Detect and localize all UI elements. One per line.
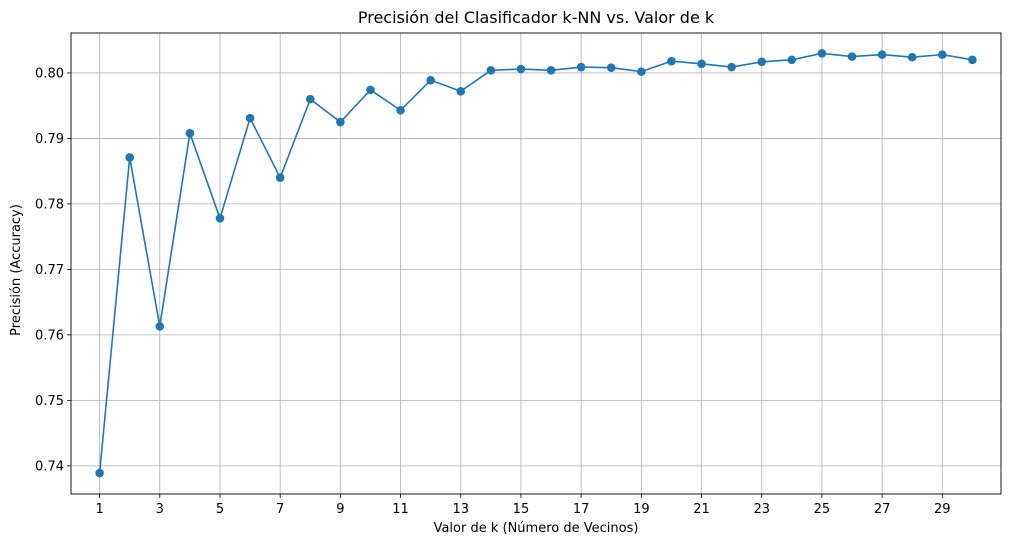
- x-tick-label: 17: [573, 502, 590, 517]
- data-point: [787, 55, 797, 65]
- data-point: [907, 52, 917, 62]
- data-point: [426, 75, 435, 85]
- x-tick-label: 19: [633, 502, 650, 517]
- x-tick-label: 11: [392, 502, 409, 517]
- data-point: [215, 214, 225, 223]
- x-axis-label: Valor de k (Número de Vecinos): [434, 521, 639, 536]
- data-point: [576, 62, 586, 72]
- series-group: [95, 48, 977, 478]
- data-point: [396, 105, 405, 115]
- data-point: [667, 56, 676, 66]
- x-tick-label: 21: [693, 502, 710, 517]
- x-axis-ticks: 1 3 5 7 9 11 13 15 17 19 21 23 25 27 29: [95, 494, 951, 517]
- y-tick-label: 0.80: [35, 66, 64, 81]
- data-point: [125, 153, 134, 162]
- x-tick-label: 27: [874, 502, 891, 517]
- x-tick-label: 25: [814, 502, 831, 517]
- x-tick-label: 3: [156, 502, 164, 517]
- axes-frame: [70, 32, 1002, 495]
- data-point: [185, 128, 195, 138]
- x-tick-label: 13: [452, 502, 469, 517]
- x-tick-label: 7: [276, 502, 284, 517]
- data-point: [637, 67, 646, 76]
- data-point: [245, 113, 255, 123]
- x-tick-label: 29: [934, 502, 951, 517]
- chart-title: Precisión del Clasificador k-NN vs. Valo…: [358, 8, 715, 27]
- data-point: [155, 322, 165, 331]
- x-tick-label: 15: [513, 502, 530, 517]
- x-tick-label: 23: [753, 502, 770, 517]
- data-point: [606, 63, 616, 73]
- y-tick-label: 0.74: [35, 459, 64, 474]
- data-point: [486, 66, 496, 75]
- y-tick-label: 0.75: [35, 394, 64, 409]
- data-point: [336, 117, 345, 127]
- x-tick-label: 1: [95, 502, 103, 517]
- y-tick-label: 0.77: [35, 263, 64, 278]
- data-point: [546, 66, 556, 75]
- data-point: [456, 86, 466, 96]
- data-point: [847, 52, 857, 61]
- y-tick-label: 0.79: [35, 132, 64, 147]
- data-point: [968, 55, 977, 65]
- data-point: [697, 59, 706, 69]
- x-tick-label: 5: [216, 502, 224, 517]
- y-axis-label: Precisión (Accuracy): [9, 204, 24, 336]
- data-point: [366, 85, 375, 95]
- axes-spines: [70, 32, 1002, 495]
- data-point: [938, 50, 947, 59]
- y-tick-label: 0.76: [35, 328, 64, 343]
- x-tick-label: 9: [336, 502, 344, 517]
- data-point: [305, 94, 315, 104]
- y-tick-label: 0.78: [35, 197, 64, 212]
- y-axis-ticks: 0.74 0.75 0.76 0.77 0.78 0.79 0.80: [35, 66, 71, 474]
- data-point: [817, 48, 827, 58]
- data-point: [877, 50, 887, 59]
- data-point: [275, 173, 285, 183]
- series-line: [98, 52, 973, 474]
- data-point: [757, 57, 767, 67]
- data-point: [95, 468, 104, 478]
- data-point: [516, 64, 526, 74]
- data-point: [727, 62, 736, 72]
